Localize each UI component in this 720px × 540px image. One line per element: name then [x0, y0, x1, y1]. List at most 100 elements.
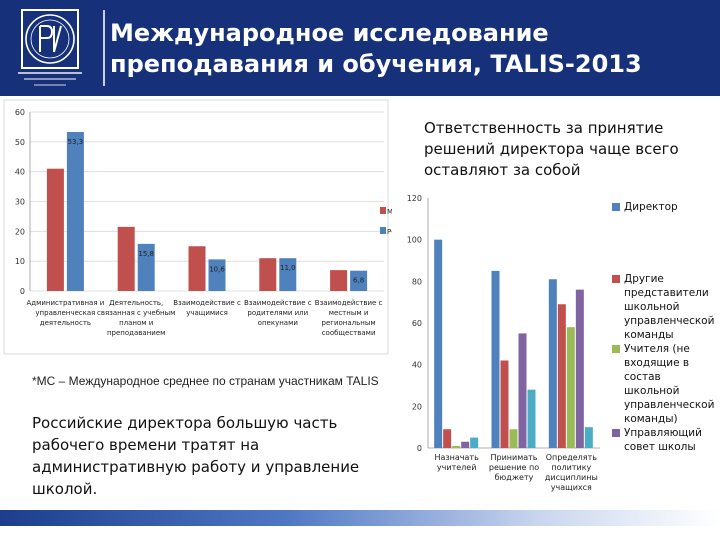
chart1-category-label-line: Деятельность, — [109, 299, 163, 307]
chart2-bar — [491, 270, 500, 448]
chart2-bar — [500, 360, 509, 448]
chart2-bar — [557, 304, 566, 448]
chart2-ytick-label: 80 — [412, 277, 422, 286]
chart1-category-label-line: учащимися — [186, 309, 228, 317]
chart2-legend-label: Директор — [624, 201, 678, 213]
chart1-category-label-line: связанная с учебным — [97, 309, 175, 317]
chart1-bar — [66, 131, 84, 291]
chart2-bar — [548, 279, 557, 448]
chart1-category-label: Взаимодействие с учащимися — [173, 299, 241, 317]
chart1-ytick-label: 40 — [15, 168, 25, 177]
chart2-category-label-line: Назначать — [435, 453, 480, 462]
chart1-ytick-label: 50 — [15, 138, 25, 147]
chart1-category-label-line: деятельность — [40, 319, 91, 327]
chart1-bar — [259, 258, 277, 291]
chart2-bar — [434, 239, 443, 448]
chart2-category-label-line: учащихся — [551, 483, 592, 492]
chart2-category-label-line: дисциплины — [545, 473, 598, 482]
chart2-legend-label: Учителя (не входящие в состав школьной у… — [624, 343, 715, 425]
chart2-legend-swatch — [612, 345, 620, 353]
chart1-bar — [350, 270, 368, 291]
chart2-legend-item: Другие представители школьной управленче… — [612, 272, 718, 342]
chart1-ytick-label: 60 — [15, 108, 25, 117]
slide-header: Международное исследование преподавания … — [0, 0, 720, 96]
chart1-bar — [279, 258, 297, 291]
chart1-legend-label: РФ — [387, 228, 392, 236]
chart2-legend-item: Управляющий совет школы — [612, 426, 718, 454]
chart1-category-label-line: опекунами — [258, 319, 298, 327]
chart1-category-label-line: Взаимодействие с — [244, 299, 312, 307]
chart1-data-label: 15,8 — [138, 250, 154, 258]
chart2-bar — [470, 437, 479, 448]
chart2-category-label: Принимать решение по бюджету — [489, 453, 539, 482]
chart1-category-label-line: сообществами — [322, 329, 376, 337]
chart1-category-label-line: планом и — [119, 319, 153, 327]
chart2-legend-swatch — [612, 429, 620, 437]
chart2-ytick-label: 120 — [407, 194, 422, 203]
chart1-data-label: 53,3 — [68, 138, 84, 146]
chart2-category-label-line: Определять — [546, 453, 598, 462]
chart2-title: Ответственность за принятие решений дире… — [424, 119, 679, 179]
chart2-legend-item: Учителя (не входящие в состав школьной у… — [612, 342, 718, 426]
chart1-legend-swatch — [380, 207, 386, 214]
chart1-category-label-line: родителями или — [247, 309, 308, 317]
footer-bar — [0, 510, 720, 526]
chart1-bar — [117, 226, 135, 291]
chart1-category-label-line: местным и — [329, 309, 369, 317]
chart-decision-responsibility: 0 20 40 60 80 100 120 Назначать учителей Принимат… — [407, 194, 600, 492]
header-divider — [103, 10, 105, 86]
chart2-category-label-line: решение по — [489, 463, 539, 472]
chart2-category-label-line: учителей — [437, 463, 476, 472]
chart2-bar — [566, 327, 575, 448]
chart-time-allocation: 0 10 20 30 40 50 60 53,3 Административная и управ… — [3, 99, 392, 355]
chart1-data-label: 11,0 — [280, 264, 296, 272]
chart1-category-label-line: Взаимодействие с — [173, 299, 241, 307]
footnote: *МС – Международное среднее по странам у… — [32, 374, 379, 388]
chart1-ytick-label: 30 — [15, 198, 25, 207]
chart2-ytick-label: 60 — [412, 319, 422, 328]
chart2-legend-swatch — [612, 275, 620, 283]
chart1-bar — [137, 243, 155, 291]
chart1-category-label: Взаимодействие с родителями или опекунами — [244, 299, 312, 327]
chart2-bar — [575, 289, 584, 448]
chart1-category-label: Деятельность, связанная с учебным планом и… — [97, 299, 175, 337]
chart2-category-label-line: политику — [551, 463, 591, 472]
chart2-category-label: Назначать учителей — [435, 453, 480, 472]
chart1-bar — [208, 259, 226, 291]
chart1-legend-swatch — [380, 227, 386, 234]
chart2-bar — [518, 333, 527, 448]
chart2-bar — [452, 445, 461, 448]
chart2-legend-swatch — [612, 203, 620, 211]
chart1-ytick-label: 10 — [15, 257, 25, 266]
chart2-legend-label: Другие представители школьной управленче… — [624, 273, 715, 341]
chart2-ytick-label: 100 — [407, 236, 422, 245]
chart2-legend-item: Директор — [612, 200, 718, 214]
chart1-category-label: Административная и управленческая деятельн… — [26, 299, 104, 327]
chart2-ytick-label: 40 — [412, 361, 422, 370]
chart2-legend-label: Управляющий совет школы — [624, 427, 702, 453]
chart1-ytick-label: 0 — [20, 287, 25, 296]
chart2-category-label: Определять политику дисциплины учащихся — [545, 453, 598, 492]
chart1-legend-label: МС — [387, 208, 392, 216]
university-logo-icon — [18, 9, 82, 86]
chart1-bar — [188, 246, 206, 291]
chart1-category-label-line: Взаимодействие с — [315, 299, 383, 307]
chart2-bar — [527, 389, 536, 448]
chart2-bar — [461, 441, 470, 448]
chart1-category-label: Взаимодействие с местным и региональным соо… — [315, 299, 383, 337]
chart2-ytick-label: 20 — [412, 402, 422, 411]
chart2-bar — [509, 429, 518, 448]
chart1-category-label-line: Административная и — [26, 299, 104, 307]
chart2-category-label-line: бюджету — [495, 473, 534, 482]
chart1-bar — [46, 168, 64, 291]
chart2-bar — [584, 427, 593, 448]
chart1-data-label: 10,6 — [209, 265, 225, 273]
slide-title: Международное исследование преподавания … — [110, 19, 642, 78]
chart1-category-label-line: преподаванием — [107, 329, 165, 337]
chart1-bar — [330, 270, 348, 291]
chart2-ytick-label: 0 — [417, 444, 422, 453]
chart2-bar — [443, 429, 452, 448]
chart1-data-label: 6,8 — [353, 277, 364, 285]
chart1-category-label-line: региональным — [322, 319, 376, 327]
chart2-legend: Директор Другие представители школьной уп… — [612, 200, 718, 454]
